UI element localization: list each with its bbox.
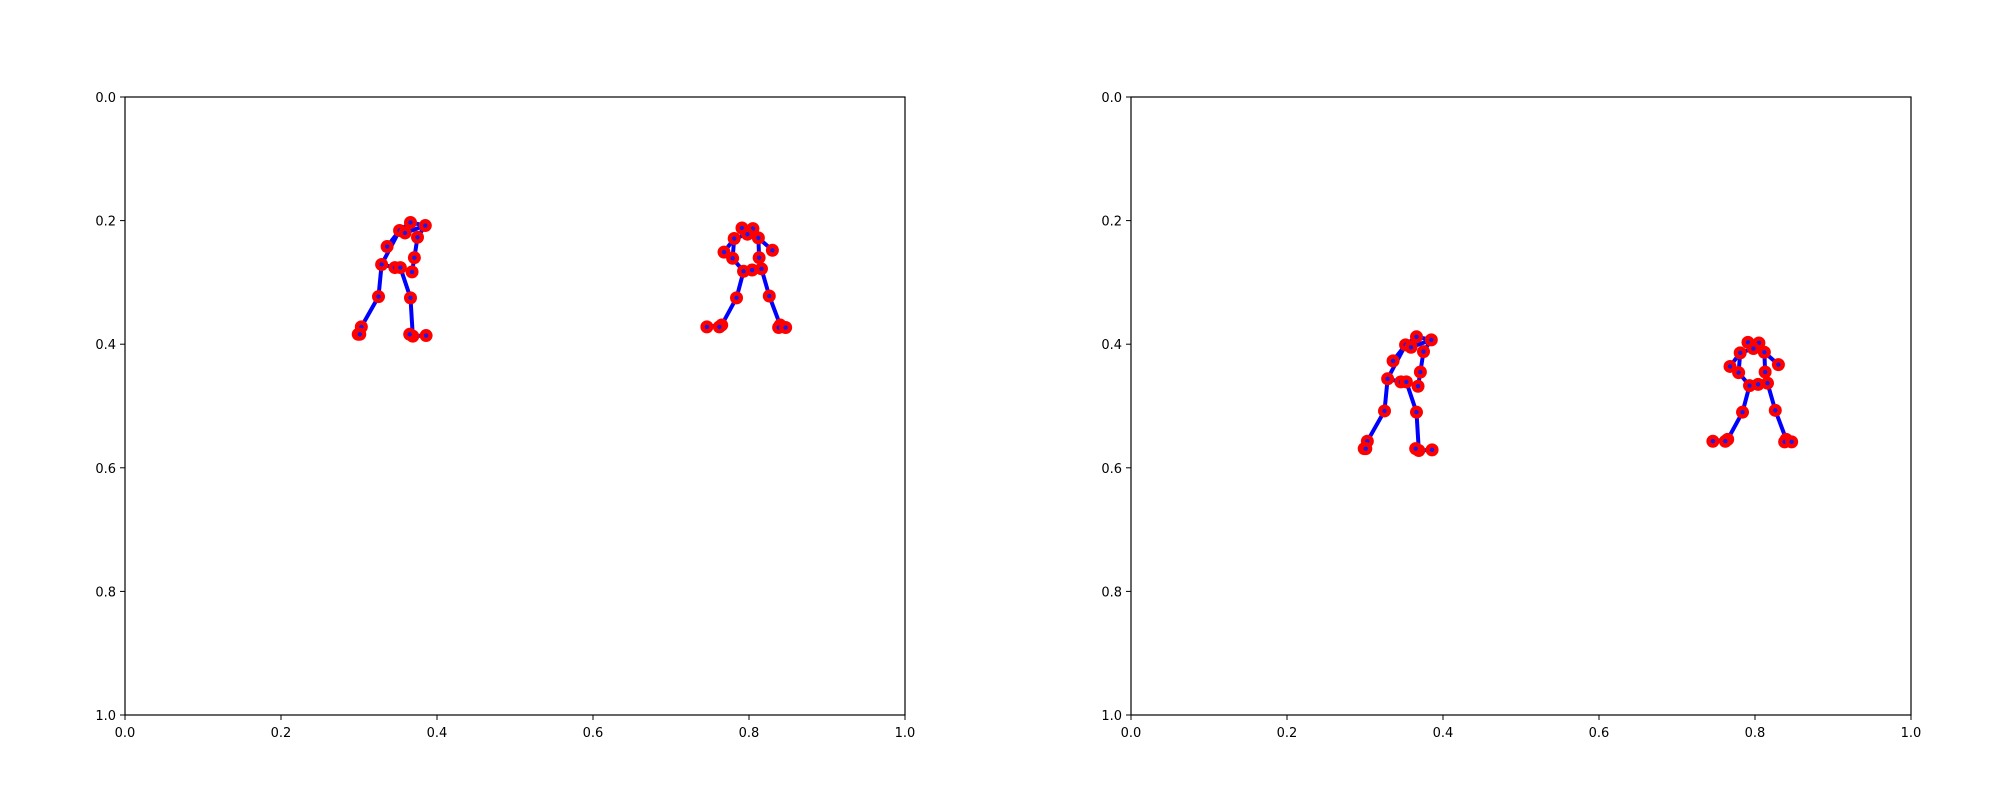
skeleton-1 xyxy=(1357,330,1439,457)
x-tick-label: 0.8 xyxy=(739,726,760,741)
joint-center xyxy=(1773,408,1778,413)
joint-center xyxy=(756,255,762,260)
joint-center xyxy=(402,230,408,236)
y-tick-label: 1.0 xyxy=(95,709,116,724)
joint-center xyxy=(1418,369,1423,375)
x-tick-label: 0.2 xyxy=(1277,726,1298,741)
axes-frame xyxy=(124,96,906,716)
joint-center xyxy=(783,325,788,330)
joint-center xyxy=(1727,364,1733,369)
joint-center xyxy=(756,235,761,241)
y-tick-label: 0.4 xyxy=(95,338,116,353)
skeleton-1 xyxy=(351,215,433,343)
y-tick-label: 1.0 xyxy=(1101,709,1122,724)
joint-center xyxy=(423,333,429,338)
joint-center xyxy=(739,225,745,231)
y-tick-label: 0.6 xyxy=(95,462,116,477)
joint-center xyxy=(1789,439,1794,445)
joint-center xyxy=(1751,346,1756,351)
x-tick-label: 0.4 xyxy=(1433,726,1454,741)
joint-center xyxy=(398,265,403,270)
joint-center xyxy=(1723,439,1728,444)
joint-center xyxy=(384,244,390,249)
joint-center xyxy=(741,269,746,274)
joint-center xyxy=(767,293,772,299)
joint-center xyxy=(759,266,764,272)
skeleton-2 xyxy=(700,221,793,335)
x-tick-label: 0.6 xyxy=(583,726,604,741)
y-tick-label: 0.2 xyxy=(1101,215,1122,230)
joint-center xyxy=(1408,345,1414,350)
joint-center xyxy=(1429,337,1434,343)
joint-center xyxy=(770,248,775,253)
joint-center xyxy=(409,269,415,275)
joint-center xyxy=(1745,340,1751,345)
x-tick-label: 0.6 xyxy=(1589,726,1610,741)
joint-center xyxy=(357,332,362,337)
joint-center xyxy=(1429,447,1435,453)
y-tick-label: 0.0 xyxy=(1101,91,1122,106)
joint-center xyxy=(376,294,381,299)
joint-center xyxy=(704,324,710,330)
joint-center xyxy=(717,324,722,330)
joint-center xyxy=(1765,380,1770,386)
joint-center xyxy=(731,236,737,241)
y-tick-label: 0.8 xyxy=(95,585,116,600)
joint-center xyxy=(1414,409,1419,415)
joint-center xyxy=(1736,370,1741,375)
joint-center xyxy=(415,235,420,240)
left-chart-panel: 0.0 0.2 0.4 0.6 0.8 1.0 0.0 0.2 0.4 0.6 0.8 1.0 xyxy=(95,91,915,741)
joint-center xyxy=(745,231,750,237)
joint-center xyxy=(1740,409,1745,415)
y-tick-label: 0.0 xyxy=(95,91,116,106)
y-tick-label: 0.6 xyxy=(1101,462,1122,477)
right-chart-panel: 0.0 0.2 0.4 0.6 0.8 1.0 0.0 0.2 0.4 0.6 0.8 1.0 xyxy=(1101,91,1921,741)
x-tick-label: 0.4 xyxy=(427,726,448,741)
x-tick-label: 1.0 xyxy=(895,726,916,741)
joint-center xyxy=(1747,383,1752,388)
joint-center xyxy=(1414,334,1419,339)
joint-center xyxy=(721,249,727,255)
joint-center xyxy=(1413,446,1418,451)
joint-center xyxy=(1382,408,1387,414)
y-tick-label: 0.8 xyxy=(1101,585,1122,600)
joint-center xyxy=(1737,350,1743,356)
skeleton-2 xyxy=(1706,335,1799,449)
joint-center xyxy=(408,220,413,225)
joint-center xyxy=(1415,384,1421,389)
joint-center xyxy=(1762,350,1767,355)
joint-center xyxy=(1404,379,1409,385)
joint-center xyxy=(730,256,735,261)
joint-center xyxy=(749,267,755,273)
joint-center xyxy=(1363,446,1368,451)
joint-center xyxy=(407,332,412,337)
joint-center xyxy=(408,295,413,301)
y-tick-label: 0.4 xyxy=(1101,338,1122,353)
joint-center xyxy=(1390,358,1396,364)
x-tick-label: 1.0 xyxy=(1901,726,1922,741)
joint-center xyxy=(412,255,417,260)
joint-center xyxy=(1776,362,1781,367)
joint-center xyxy=(379,262,384,267)
joint-center xyxy=(1755,382,1761,387)
joint-center xyxy=(1385,376,1390,382)
x-tick-label: 0.8 xyxy=(1745,726,1766,741)
x-tick-label: 0.2 xyxy=(271,726,292,741)
joint-center xyxy=(1421,349,1426,354)
x-tick-label: 0.0 xyxy=(115,726,136,741)
x-tick-label: 0.0 xyxy=(1121,726,1142,741)
joint-center xyxy=(423,223,428,228)
joint-center xyxy=(1762,369,1768,375)
joint-center xyxy=(734,295,739,301)
y-tick-label: 0.2 xyxy=(95,215,116,230)
joint-center xyxy=(1710,439,1716,444)
axes-frame xyxy=(1130,96,1912,716)
